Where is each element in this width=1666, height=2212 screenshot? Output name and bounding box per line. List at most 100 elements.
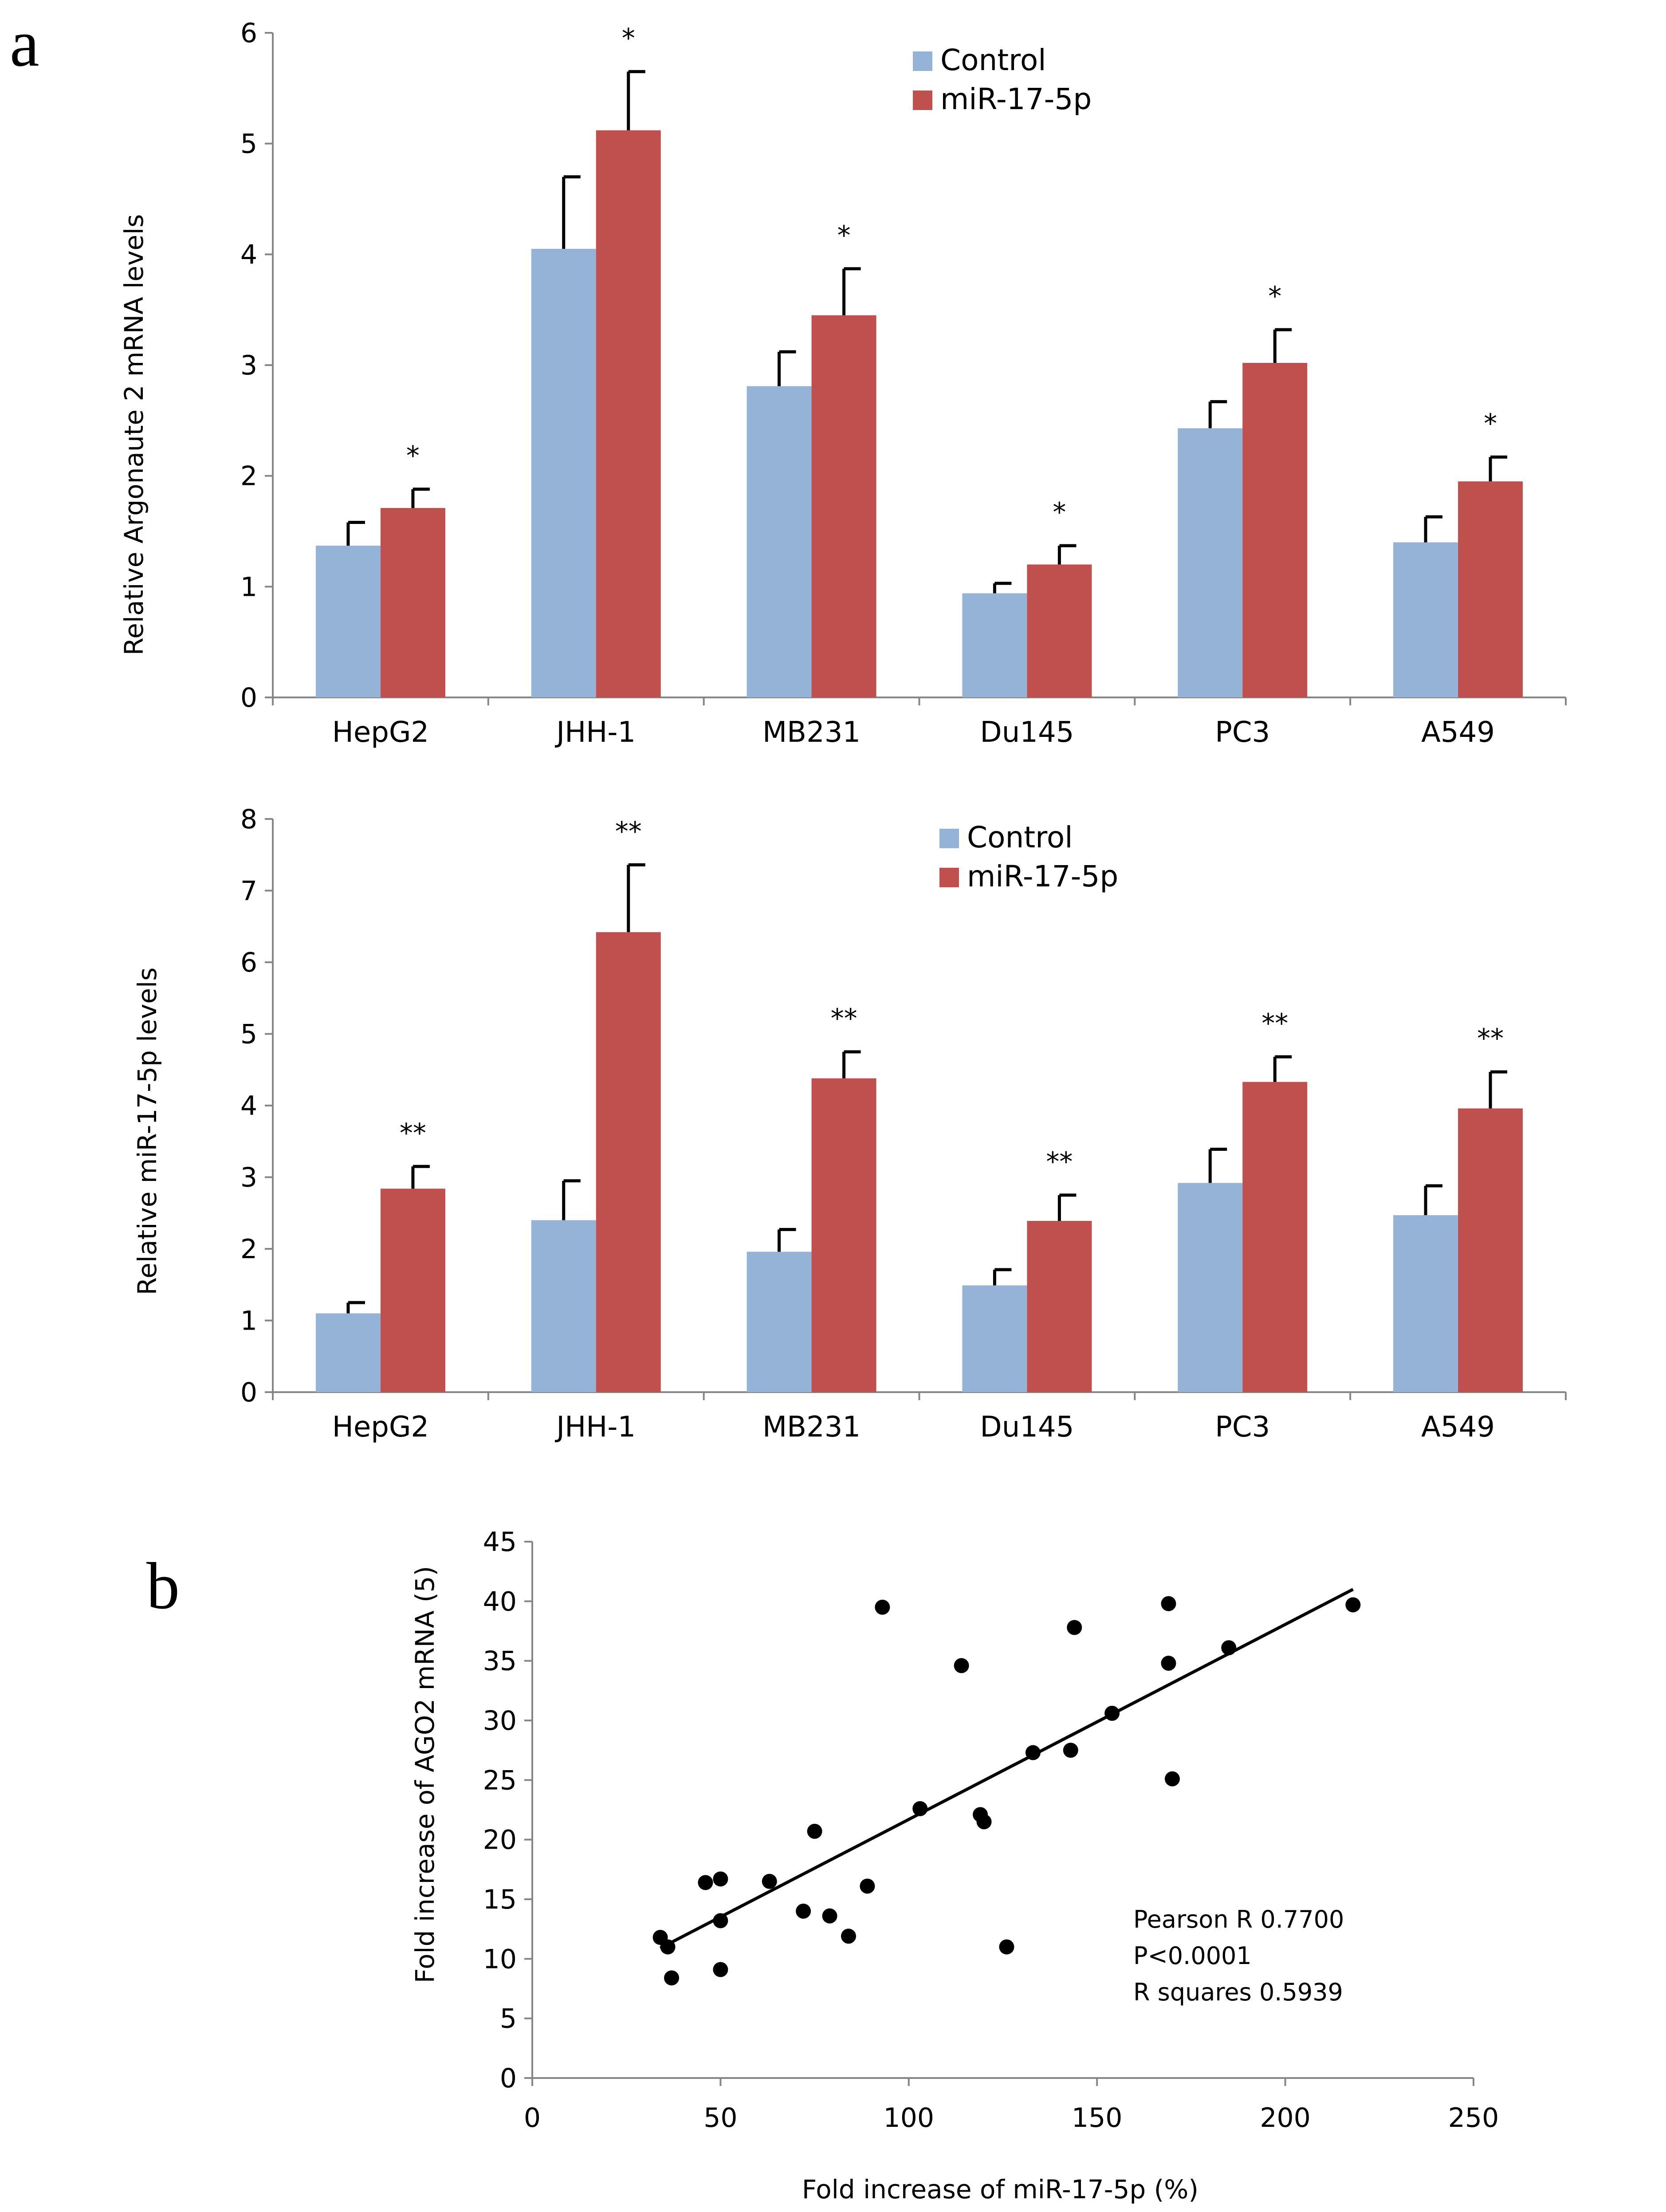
category-label-mb231: MB231 xyxy=(762,1411,861,1444)
scatter-point xyxy=(713,1871,728,1887)
legend-label-control: Control xyxy=(967,820,1073,854)
scatter-point xyxy=(1221,1640,1237,1656)
scatter-point xyxy=(860,1878,875,1894)
bar-control-a549 xyxy=(1393,542,1458,697)
bar-control-mb231 xyxy=(747,1252,812,1392)
scatter-point xyxy=(875,1599,890,1615)
stat-line-3: R squares 0.5939 xyxy=(1133,1978,1343,2006)
scatter-point xyxy=(1067,1620,1082,1635)
y-tick-label: 7 xyxy=(240,876,257,907)
y-tick-label: 10 xyxy=(483,1944,517,1975)
y-tick-label: 15 xyxy=(483,1884,517,1915)
y-tick-label: 20 xyxy=(483,1825,517,1856)
legend-swatch-mir-17-5p xyxy=(939,868,959,887)
y-axis-label: Relative Argonaute 2 mRNA levels xyxy=(119,214,149,656)
scatter-point xyxy=(762,1874,777,1889)
scatter-point xyxy=(1161,1596,1176,1611)
scatter-point xyxy=(713,1913,728,1929)
bar-control-pc3 xyxy=(1178,1183,1243,1392)
y-tick-label: 2 xyxy=(240,1234,257,1265)
bar-control-mb231 xyxy=(747,386,812,697)
category-label-a549: A549 xyxy=(1421,1411,1495,1444)
x-tick-label: 50 xyxy=(703,2102,737,2133)
significance-marker: ** xyxy=(1046,1146,1073,1177)
x-tick-label: 0 xyxy=(524,2102,541,2133)
bar-mir-17-5p-hepg2 xyxy=(380,508,445,697)
bar-control-pc3 xyxy=(1178,428,1243,697)
stat-line-2: P<0.0001 xyxy=(1133,1942,1252,1970)
significance-marker: ** xyxy=(831,1003,857,1034)
bar-mir-17-5p-pc3 xyxy=(1242,363,1308,697)
legend-label-control: Control xyxy=(940,43,1046,77)
panel-label-b: b xyxy=(146,1549,180,1623)
bar-mir-17-5p-mb231 xyxy=(811,1078,876,1392)
scatter-point xyxy=(999,1939,1014,1955)
y-tick-label: 3 xyxy=(240,1162,257,1193)
trendline xyxy=(659,1588,1354,1950)
scatter-point xyxy=(841,1929,856,1944)
bar-mir-17-5p-jhh-1 xyxy=(596,932,661,1392)
bar-chart-mir17-levels: Relative miR-17-5p levels 0 1 2 3 4 5 6 7 8 HepG2… xyxy=(132,804,1567,1444)
bar-mir-17-5p-a549 xyxy=(1458,1108,1523,1392)
bar-control-hepg2 xyxy=(315,545,381,697)
bar-chart-argonaute2-mrna: Relative Argonaute 2 mRNA levels 0 1 2 3 4 5 6… xyxy=(119,18,1567,749)
bar-control-du145 xyxy=(962,1285,1027,1392)
category-label-mb231: MB231 xyxy=(762,716,861,749)
bar-mir-17-5p-du145 xyxy=(1027,1221,1092,1392)
bar-mir-17-5p-pc3 xyxy=(1242,1082,1308,1392)
y-tick-label: 1 xyxy=(240,1306,257,1337)
legend-swatch-control xyxy=(913,51,932,71)
scatter-point xyxy=(664,1970,680,1986)
category-label-du145: Du145 xyxy=(980,716,1074,749)
significance-marker: ** xyxy=(1477,1023,1504,1054)
y-tick-label: 35 xyxy=(483,1646,517,1677)
category-label-jhh-1: JHH-1 xyxy=(554,1411,636,1444)
panel-label-a: a xyxy=(10,7,39,80)
bar-control-jhh-1 xyxy=(531,1220,596,1392)
y-tick-label: 5 xyxy=(500,2003,517,2035)
x-axis-label: Fold increase of miR-17-5p (%) xyxy=(802,2174,1198,2204)
scatter-point xyxy=(912,1801,928,1816)
significance-marker: * xyxy=(1053,497,1066,528)
bar-control-hepg2 xyxy=(315,1313,381,1392)
legend-label-mir-17-5p: miR-17-5p xyxy=(940,82,1092,116)
category-label-hepg2: HepG2 xyxy=(332,1411,429,1444)
category-label-a549: A549 xyxy=(1421,716,1495,749)
scatter-point xyxy=(660,1939,676,1955)
y-tick-label: 8 xyxy=(240,804,257,835)
category-label-du145: Du145 xyxy=(980,1411,1074,1444)
significance-marker: ** xyxy=(1261,1008,1288,1039)
scatter-point xyxy=(976,1814,992,1830)
x-tick-label: 150 xyxy=(1072,2102,1123,2133)
x-tick-label: 250 xyxy=(1448,2102,1499,2133)
scatter-point xyxy=(954,1658,969,1673)
significance-marker: ** xyxy=(615,816,642,847)
category-label-pc3: PC3 xyxy=(1215,716,1270,749)
category-label-pc3: PC3 xyxy=(1215,1411,1270,1444)
y-tick-label: 4 xyxy=(240,239,257,270)
y-tick-label: 40 xyxy=(483,1586,517,1617)
significance-marker: * xyxy=(837,220,851,251)
y-tick-label: 0 xyxy=(240,682,257,713)
scatter-point xyxy=(713,1962,728,1977)
y-axis-label: Relative miR-17-5p levels xyxy=(132,968,162,1295)
y-tick-label: 2 xyxy=(240,461,257,492)
bar-control-du145 xyxy=(962,593,1027,697)
y-tick-label: 6 xyxy=(240,947,257,978)
y-axis-label: Fold increase of AGO2 mRNA (5) xyxy=(410,1566,440,1983)
significance-marker: * xyxy=(1484,408,1497,439)
scatter-point xyxy=(1025,1745,1041,1760)
significance-marker: * xyxy=(1268,281,1281,312)
scatter-point xyxy=(822,1908,837,1924)
y-tick-label: 0 xyxy=(500,2063,517,2094)
scatter-point xyxy=(698,1875,713,1890)
bar-control-jhh-1 xyxy=(531,248,596,697)
category-label-jhh-1: JHH-1 xyxy=(554,716,636,749)
significance-marker: ** xyxy=(400,1118,426,1149)
scatter-point xyxy=(1345,1597,1361,1613)
y-tick-label: 45 xyxy=(483,1527,517,1558)
bar-mir-17-5p-jhh-1 xyxy=(596,130,661,697)
legend-swatch-control xyxy=(939,829,959,848)
y-tick-label: 25 xyxy=(483,1765,517,1796)
